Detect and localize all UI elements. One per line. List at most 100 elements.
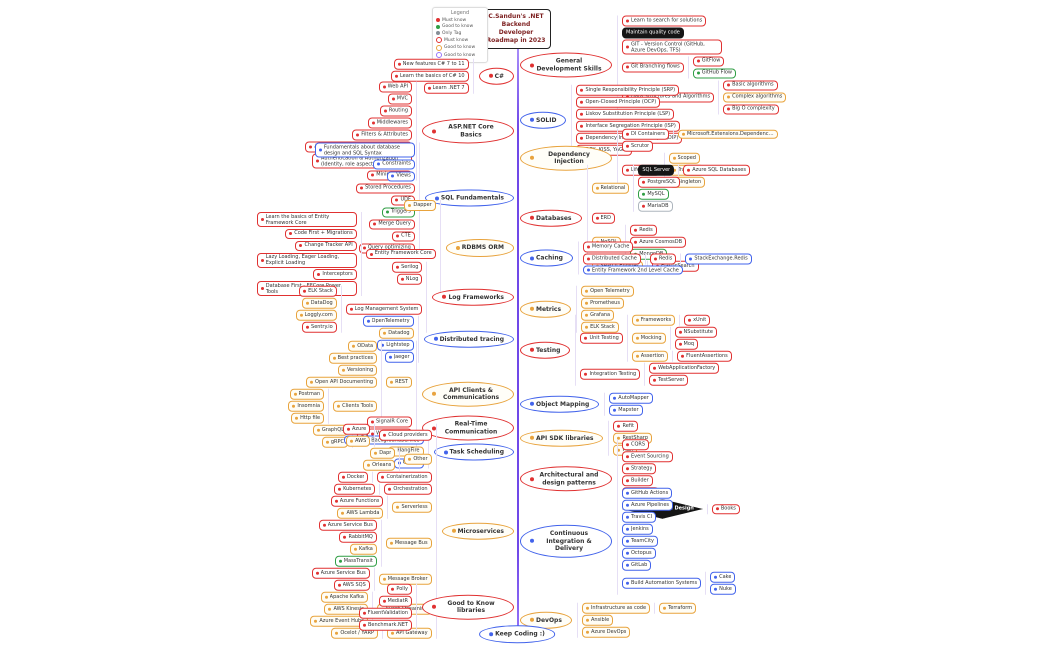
topic-pill[interactable]: ELK Stack	[299, 285, 337, 297]
topic-pill[interactable]: Serilog	[392, 261, 423, 273]
topic-pill[interactable]: GitLab	[622, 559, 652, 571]
section-node-testing[interactable]: Testing	[520, 341, 571, 359]
topic-pill[interactable]: Sentry.io	[302, 321, 337, 333]
topic-pill[interactable]: Jenkins	[622, 523, 653, 535]
topic-pill[interactable]: Scoped	[668, 152, 700, 164]
section-node-databases[interactable]: Databases	[520, 209, 582, 227]
topic-pill[interactable]: Serverless	[392, 501, 432, 513]
topic-pill[interactable]: Open API Documenting	[306, 376, 378, 388]
topic-pill[interactable]: AWS	[345, 435, 371, 447]
topic-pill[interactable]: NSubstitute	[674, 326, 717, 338]
section-node-architectural-design-patterns[interactable]: Architectural and design patterns	[520, 466, 612, 492]
topic-pill[interactable]: CTE	[392, 231, 415, 242]
topic-pill[interactable]: MassTransit	[334, 555, 377, 567]
topic-pill[interactable]: Cake	[710, 571, 736, 583]
section-node-general-development-skills[interactable]: General Development Skills	[520, 52, 612, 78]
topic-pill[interactable]: Dapper	[404, 200, 436, 211]
topic-pill[interactable]: DI Containers	[622, 128, 669, 140]
topic-pill[interactable]: Loggly.com	[295, 309, 337, 321]
topic-pill[interactable]: Azure	[343, 423, 371, 435]
topic-pill[interactable]: Refit	[613, 420, 638, 432]
topic-pill[interactable]: Http file	[291, 412, 325, 424]
section-node-continuous-integration-delivery[interactable]: Continuous Integration & Delivery	[520, 524, 612, 558]
topic-pill[interactable]: Constraints	[373, 159, 415, 170]
topic-pill[interactable]: Other	[404, 453, 432, 465]
topic-pill[interactable]: Unit Testing	[580, 332, 623, 344]
topic-pill[interactable]: Open Telemetry	[581, 285, 634, 297]
section-node-real-time-communication[interactable]: Real-Time Communication	[422, 415, 514, 441]
topic-pill[interactable]: Distributed Cache	[582, 253, 641, 264]
topic-pill[interactable]: CQRS	[622, 439, 650, 450]
topic-pill[interactable]: Message Broker	[378, 573, 432, 585]
topic-pill[interactable]: Complex algorithms	[723, 92, 787, 103]
topic-pill[interactable]: Change Tracker API	[295, 240, 357, 251]
topic-pill[interactable]: SignalR Core	[367, 416, 412, 428]
topic-pill[interactable]: AutoMapper	[609, 392, 653, 404]
topic-pill[interactable]: ERD	[591, 212, 615, 224]
topic-pill[interactable]: Mocking	[631, 332, 666, 344]
topic-pill[interactable]: Travis CI	[622, 511, 656, 523]
topic-pill[interactable]: Triggers	[381, 207, 415, 218]
topic-pill[interactable]: Assertion	[631, 350, 669, 362]
topic-pill[interactable]: Interceptors	[313, 269, 357, 280]
topic-pill[interactable]: FluentAssertions	[677, 350, 732, 362]
topic-pill[interactable]: Datadog	[379, 327, 414, 339]
topic-pill[interactable]: ELK Stack	[581, 321, 619, 333]
topic-pill[interactable]: Learn the basics of C# 10	[390, 70, 469, 82]
topic-pill[interactable]: PostgreSQL	[638, 176, 680, 188]
section-node-solid[interactable]: SOLID	[520, 111, 567, 129]
topic-pill[interactable]: Jaeger	[384, 351, 414, 363]
topic-pill[interactable]: Nuke	[710, 583, 736, 595]
topic-pill[interactable]: Azure DevOps	[581, 626, 631, 638]
topic-pill[interactable]: Postman	[289, 388, 325, 400]
topic-pill[interactable]: MediatR	[378, 595, 412, 607]
topic-pill[interactable]: Azure Functions	[330, 495, 384, 507]
topic-pill[interactable]: Octopus	[622, 547, 656, 559]
topic-pill[interactable]: Web API	[378, 81, 412, 92]
topic-pill[interactable]: Integration Testing	[580, 368, 641, 380]
topic-pill[interactable]: Message Bus	[385, 537, 432, 549]
section-node-task-scheduling[interactable]: Task Scheduling	[433, 443, 514, 461]
topic-pill[interactable]: Lazy Loading, Eager Loading, Explicit Lo…	[256, 252, 357, 268]
topic-pill[interactable]: Middlewares	[367, 117, 412, 128]
topic-pill[interactable]: Memory Cache	[582, 241, 634, 252]
topic-pill[interactable]: Kafka	[349, 543, 377, 555]
topic-pill[interactable]: DataDog	[301, 297, 337, 309]
topic-pill[interactable]: Ocelot / YARP	[331, 627, 378, 639]
topic-pill[interactable]: RabbitMQ	[339, 531, 377, 543]
section-node-distributed-tracing[interactable]: Distributed tracing	[423, 330, 514, 348]
topic-pill[interactable]: MariaDB	[638, 200, 673, 212]
section-node-aspnet-core-basics[interactable]: ASP.NET Core Basics	[422, 118, 514, 144]
topic-pill[interactable]: Azure Pipelines	[622, 499, 673, 511]
topic-pill[interactable]: Entity Framework 2nd Level Cache	[582, 265, 683, 275]
topic-pill[interactable]: Entity Framework Core	[365, 248, 436, 260]
topic-pill[interactable]: GitHub Flow	[692, 68, 737, 79]
topic-pill[interactable]: Learn the basics of Entity Framework Cor…	[256, 212, 357, 227]
topic-pill[interactable]: MVC	[387, 93, 412, 104]
topic-pill[interactable]: Views	[387, 171, 415, 182]
topic-pill[interactable]: Insomnia	[288, 400, 325, 412]
topic-pill[interactable]: GitFlow	[692, 56, 725, 67]
topic-pill[interactable]: Relational	[591, 182, 630, 194]
topic-pill[interactable]: Orchestration	[384, 483, 432, 495]
section-node-microservices[interactable]: Microservices	[441, 522, 514, 540]
topic-pill[interactable]: Event Sourcing	[622, 451, 673, 462]
topic-pill[interactable]: Learn to search for solutions	[622, 15, 707, 26]
section-node-good-to-know-libraries[interactable]: Good to Know libraries	[422, 594, 514, 620]
topic-pill[interactable]: Stored Procedures	[356, 183, 415, 194]
topic-pill[interactable]: Benchmark.NET	[358, 619, 412, 631]
section-node-caching[interactable]: Caching	[520, 249, 573, 267]
topic-pill[interactable]: TeamCity	[622, 535, 659, 547]
topic-pill[interactable]: Open-Closed Principle (OCP)	[576, 96, 661, 108]
topic-pill[interactable]: Routing	[379, 105, 412, 116]
topic-pill[interactable]: Redis	[630, 224, 657, 236]
topic-pill[interactable]: AWS Lambda	[337, 507, 384, 519]
section-node-api-clients-communications[interactable]: API Clients & Communications	[422, 381, 514, 407]
topic-pill[interactable]: GIT - Version Control (GitHub, Azure Dev…	[622, 39, 722, 55]
topic-pill[interactable]: Builder	[622, 475, 653, 486]
topic-pill[interactable]: Infrastructure as code	[581, 602, 651, 614]
topic-pill[interactable]: Log Management System	[345, 303, 423, 315]
topic-pill[interactable]: Docker	[337, 471, 369, 483]
topic-pill[interactable]: Fundamentals about database design and S…	[314, 142, 415, 158]
topic-pill[interactable]: TestServer	[649, 374, 689, 386]
